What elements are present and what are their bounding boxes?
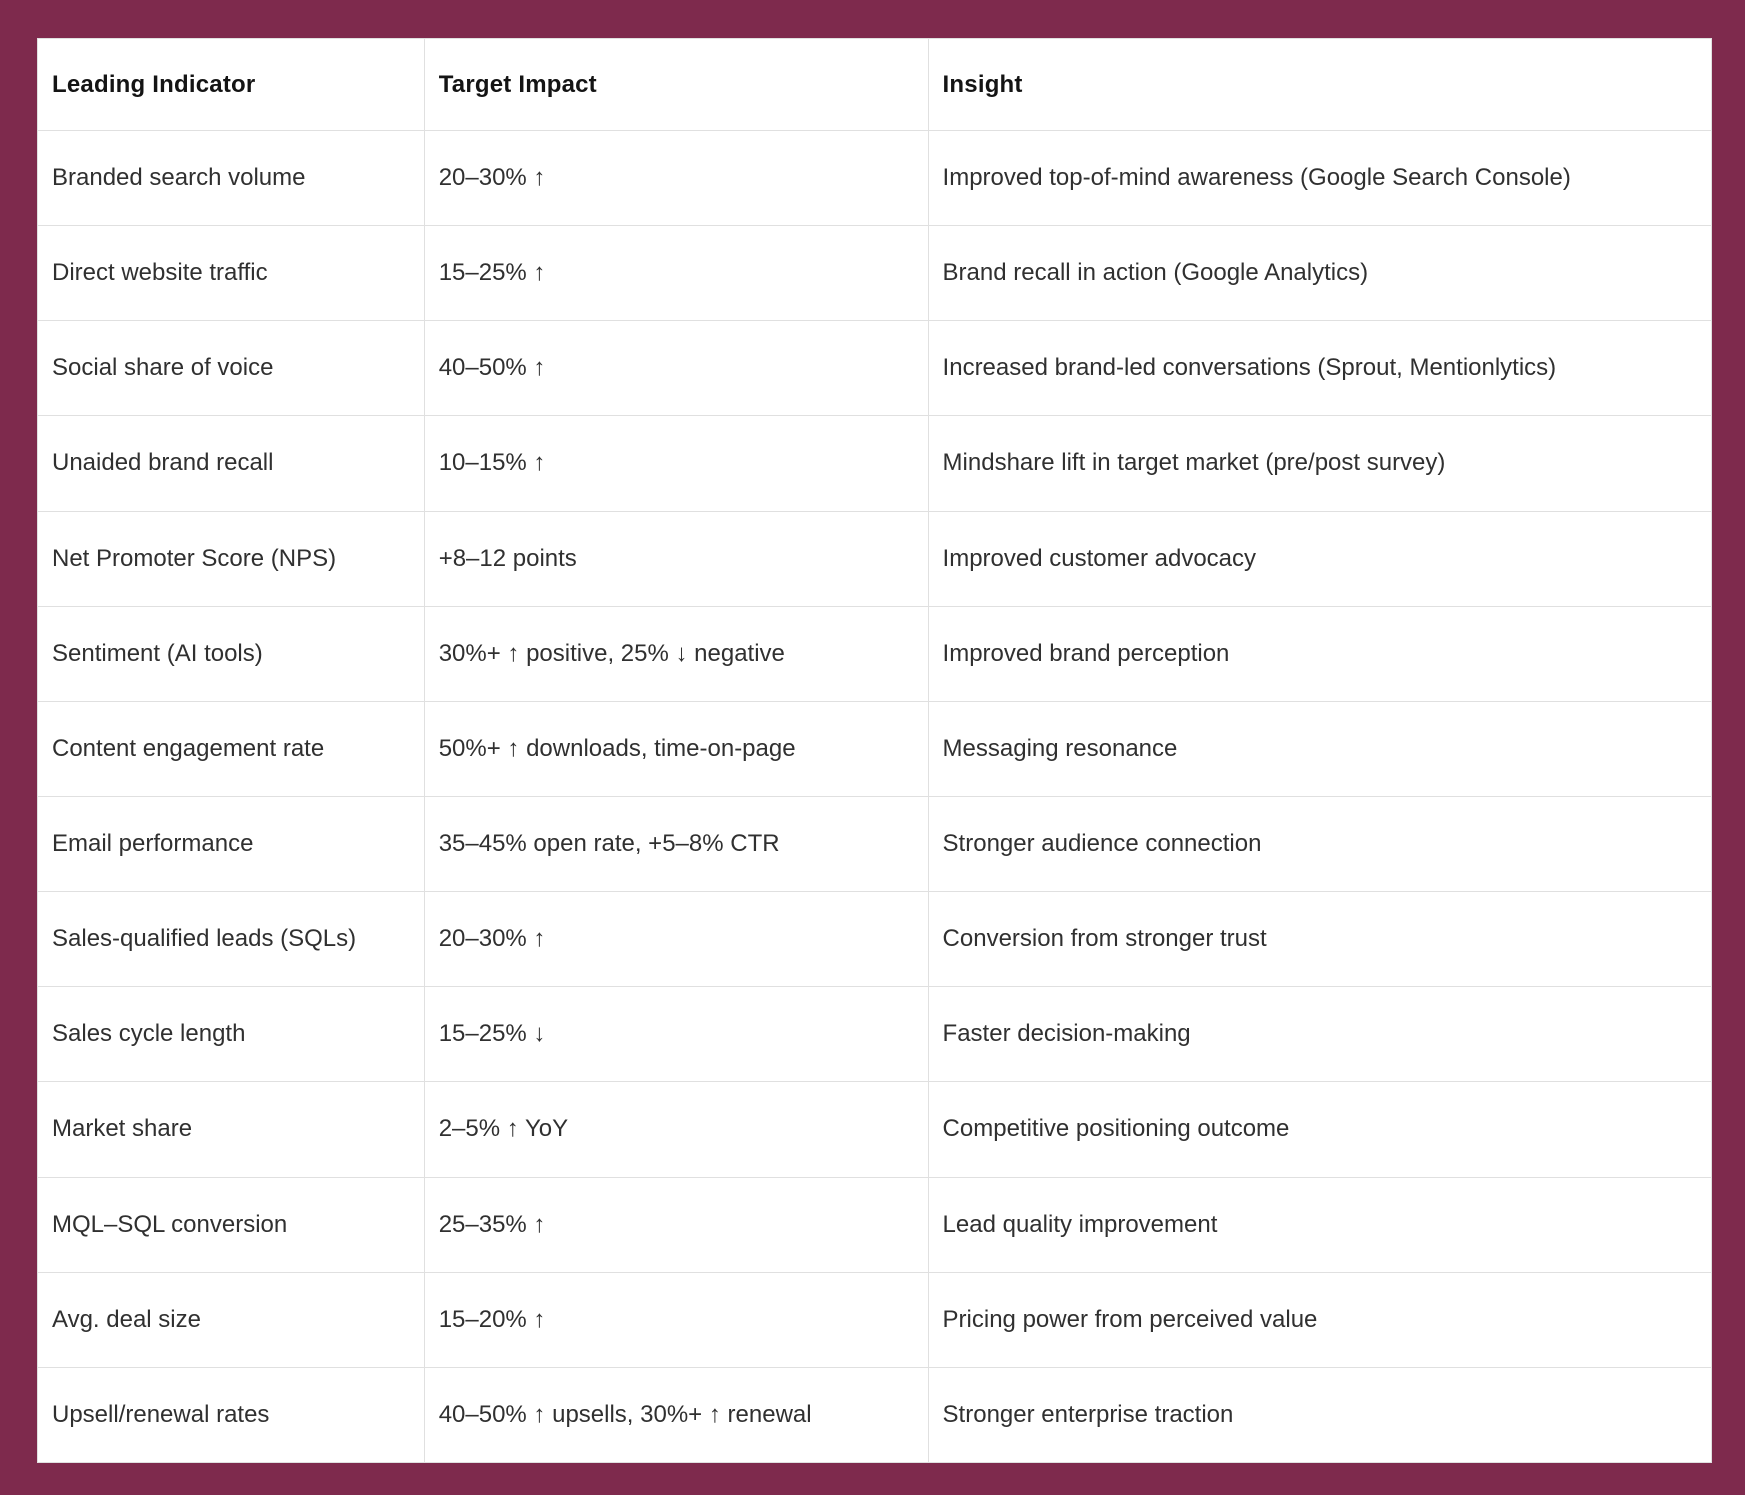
cell-indicator: Branded search volume [37, 129, 425, 227]
cell-impact: +8–12 points [423, 510, 929, 607]
table-row: Sentiment (AI tools) 30%+ ↑ positive, 25… [37, 605, 1713, 702]
cell-insight: Improved brand perception [927, 605, 1713, 702]
table-row: Content engagement rate 50%+ ↑ downloads… [37, 700, 1713, 797]
cell-indicator: Sales cycle length [37, 986, 425, 1083]
cell-indicator: Social share of voice [37, 320, 425, 417]
header-row: Leading Indicator Target Impact Insight [37, 38, 1713, 131]
cell-impact: 20–30% ↑ [423, 129, 929, 227]
table-row: Direct website traffic 15–25% ↑ Brand re… [37, 225, 1713, 322]
table-row: Net Promoter Score (NPS) +8–12 points Im… [37, 510, 1713, 607]
table-row: Sales cycle length 15–25% ↓ Faster decis… [37, 986, 1713, 1083]
cell-insight: Improved top-of-mind awareness (Google S… [927, 129, 1713, 227]
cell-impact: 35–45% open rate, +5–8% CTR [423, 795, 929, 893]
cell-insight: Mindshare lift in target market (pre/pos… [927, 415, 1713, 512]
cell-impact: 25–35% ↑ [423, 1176, 929, 1273]
cell-indicator: Upsell/renewal rates [37, 1366, 425, 1464]
table-row: Social share of voice 40–50% ↑ Increased… [37, 320, 1713, 417]
cell-insight: Stronger enterprise traction [927, 1366, 1713, 1464]
cell-impact: 40–50% ↑ [423, 320, 929, 417]
cell-indicator: Sentiment (AI tools) [37, 605, 425, 702]
table-row: Unaided brand recall 10–15% ↑ Mindshare … [37, 415, 1713, 512]
cell-indicator: Content engagement rate [37, 700, 425, 797]
table-row: Avg. deal size 15–20% ↑ Pricing power fr… [37, 1271, 1713, 1368]
cell-indicator: Market share [37, 1081, 425, 1178]
cell-insight: Increased brand-led conversations (Sprou… [927, 320, 1713, 417]
cell-impact: 50%+ ↑ downloads, time-on-page [423, 700, 929, 797]
kpi-table: Leading Indicator Target Impact Insight … [37, 38, 1713, 1464]
cell-insight: Lead quality improvement [927, 1176, 1713, 1273]
header-insight: Insight [927, 38, 1713, 131]
cell-insight: Brand recall in action (Google Analytics… [927, 225, 1713, 322]
table-header: Leading Indicator Target Impact Insight [37, 38, 1713, 131]
cell-insight: Competitive positioning outcome [927, 1081, 1713, 1178]
cell-insight: Pricing power from perceived value [927, 1271, 1713, 1368]
cell-indicator: Email performance [37, 795, 425, 893]
cell-impact: 15–20% ↑ [423, 1271, 929, 1368]
cell-impact: 20–30% ↑ [423, 891, 929, 988]
cell-impact: 2–5% ↑ YoY [423, 1081, 929, 1178]
cell-indicator: Unaided brand recall [37, 415, 425, 512]
cell-impact: 15–25% ↓ [423, 986, 929, 1083]
table-row: MQL–SQL conversion 25–35% ↑ Lead quality… [37, 1176, 1713, 1273]
cell-impact: 30%+ ↑ positive, 25% ↓ negative [423, 605, 929, 702]
cell-insight: Faster decision-making [927, 986, 1713, 1083]
cell-insight: Conversion from stronger trust [927, 891, 1713, 988]
header-leading-indicator: Leading Indicator [37, 38, 425, 131]
table-body: Branded search volume 20–30% ↑ Improved … [37, 129, 1713, 1464]
header-target-impact: Target Impact [423, 38, 929, 131]
table-row: Upsell/renewal rates 40–50% ↑ upsells, 3… [37, 1366, 1713, 1464]
cell-indicator: Net Promoter Score (NPS) [37, 510, 425, 607]
cell-impact: 15–25% ↑ [423, 225, 929, 322]
cell-insight: Stronger audience connection [927, 795, 1713, 893]
cell-insight: Improved customer advocacy [927, 510, 1713, 607]
cell-indicator: Avg. deal size [37, 1271, 425, 1368]
table-row: Branded search volume 20–30% ↑ Improved … [37, 129, 1713, 227]
kpi-table-card: Leading Indicator Target Impact Insight … [37, 38, 1713, 1464]
cell-impact: 10–15% ↑ [423, 415, 929, 512]
table-row: Market share 2–5% ↑ YoY Competitive posi… [37, 1081, 1713, 1178]
cell-indicator: Direct website traffic [37, 225, 425, 322]
table-row: Email performance 35–45% open rate, +5–8… [37, 795, 1713, 893]
cell-indicator: MQL–SQL conversion [37, 1176, 425, 1273]
cell-indicator: Sales-qualified leads (SQLs) [37, 891, 425, 988]
table-row: Sales-qualified leads (SQLs) 20–30% ↑ Co… [37, 891, 1713, 988]
cell-impact: 40–50% ↑ upsells, 30%+ ↑ renewal [423, 1366, 929, 1464]
cell-insight: Messaging resonance [927, 700, 1713, 797]
